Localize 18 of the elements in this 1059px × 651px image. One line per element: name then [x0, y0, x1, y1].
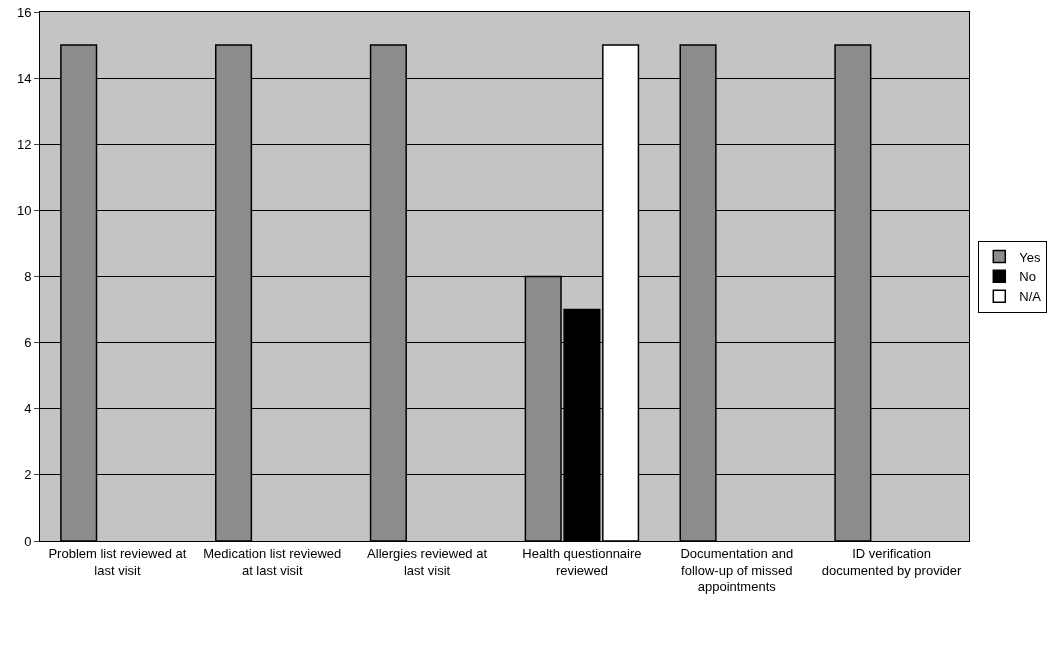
y-tick-label: 14: [16, 70, 32, 86]
y-tick-label: 12: [16, 136, 32, 152]
x-tick-label: Medication list reviewed at last visit: [203, 545, 342, 578]
x-tick-label: Problem list reviewed at last visit: [48, 545, 187, 578]
legend-label: Yes: [1019, 249, 1041, 265]
y-tick-label: 8: [24, 269, 32, 285]
y-tick-label: 6: [24, 335, 32, 351]
legend-label: N/A: [1019, 289, 1042, 305]
legend-label: No: [1019, 269, 1036, 285]
y-tick-label: 16: [16, 4, 32, 20]
y-tick-label: 0: [24, 533, 32, 549]
x-tick-label: Documentation and follow-up of missed appointments: [680, 545, 794, 595]
x-tick-label: Allergies reviewed at last visit: [367, 545, 488, 578]
x-tick-label: Health questionnaire reviewed: [522, 545, 642, 578]
x-tick-label: ID verification documented by provider: [821, 545, 962, 578]
y-tick-label: 4: [24, 401, 32, 417]
y-tick-label: 10: [16, 202, 32, 218]
y-tick-label: 2: [24, 467, 32, 483]
